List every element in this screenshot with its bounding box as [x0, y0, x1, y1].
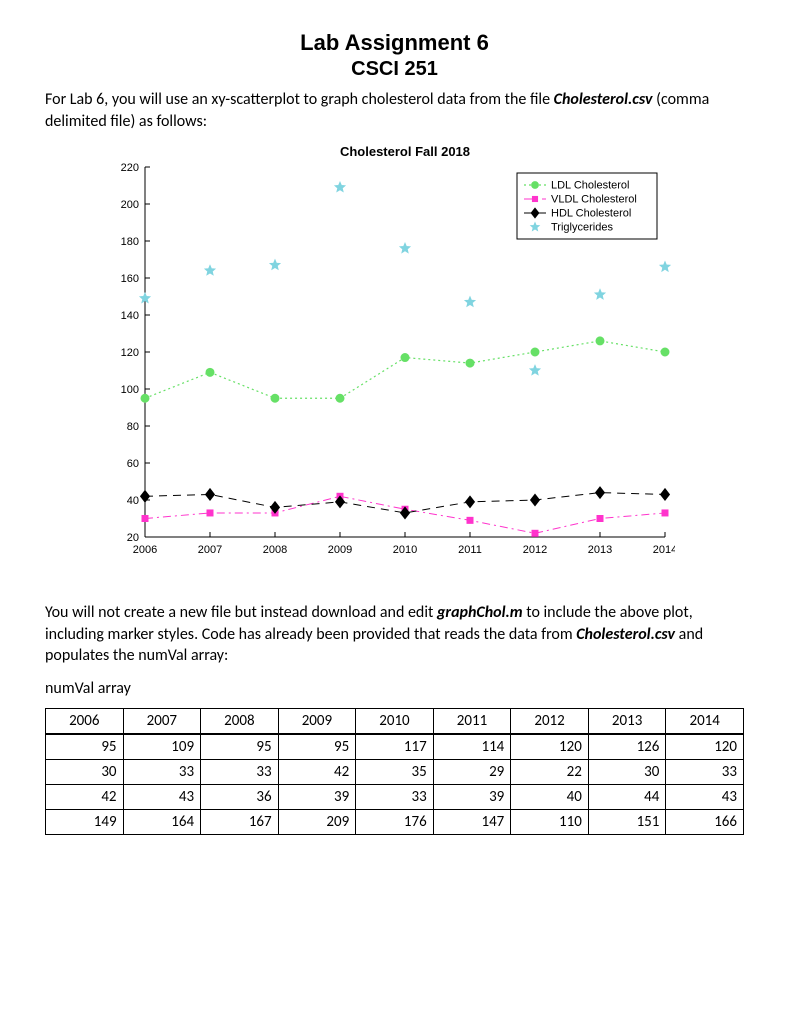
svg-text:Cholesterol Fall 2018: Cholesterol Fall 2018	[339, 144, 469, 159]
svg-text:LDL Cholesterol: LDL Cholesterol	[551, 180, 629, 192]
intro-filename: Cholesterol.csv	[554, 90, 653, 109]
table-cell: 209	[278, 809, 356, 834]
table-cell: 42	[46, 784, 124, 809]
svg-text:HDL Cholesterol: HDL Cholesterol	[551, 208, 631, 220]
table-header-cell: 2006	[46, 708, 124, 734]
table-cell: 126	[588, 734, 666, 760]
svg-text:120: 120	[120, 347, 138, 359]
table-header-cell: 2010	[356, 708, 434, 734]
svg-text:40: 40	[126, 495, 138, 507]
table-cell: 166	[666, 809, 744, 834]
table-header-cell: 2011	[433, 708, 511, 734]
table-cell: 43	[666, 784, 744, 809]
table-cell: 22	[511, 759, 589, 784]
table-cell: 44	[588, 784, 666, 809]
table-row: 424336393339404443	[46, 784, 744, 809]
svg-text:2008: 2008	[262, 544, 286, 556]
table-header-cell: 2008	[201, 708, 279, 734]
table-cell: 42	[278, 759, 356, 784]
svg-text:2007: 2007	[197, 544, 221, 556]
table-cell: 40	[511, 784, 589, 809]
table-cell: 164	[123, 809, 201, 834]
cholesterol-chart: Cholesterol Fall 2018 20 40 60 80 100 120 140 16…	[95, 142, 675, 567]
table-cell: 36	[201, 784, 279, 809]
svg-text:20: 20	[126, 532, 138, 544]
table-cell: 110	[511, 809, 589, 834]
table-cell: 147	[433, 809, 511, 834]
table-cell: 30	[46, 759, 124, 784]
table-cell: 109	[123, 734, 201, 760]
table-cell: 39	[278, 784, 356, 809]
table-cell: 39	[433, 784, 511, 809]
after-text-pre: You will not create a new file but inste…	[45, 603, 437, 622]
svg-text:2009: 2009	[327, 544, 351, 556]
table-header-cell: 2014	[666, 708, 744, 734]
table-cell: 95	[46, 734, 124, 760]
numval-label: numVal array	[45, 679, 744, 698]
page-subtitle: CSCI 251	[45, 58, 744, 81]
table-row: 149164167209176147110151166	[46, 809, 744, 834]
table-header-cell: 2009	[278, 708, 356, 734]
table-cell: 29	[433, 759, 511, 784]
svg-text:2014: 2014	[652, 544, 674, 556]
svg-text:2010: 2010	[392, 544, 416, 556]
table-cell: 149	[46, 809, 124, 834]
table-cell: 33	[666, 759, 744, 784]
table-cell: 35	[356, 759, 434, 784]
svg-text:160: 160	[120, 273, 138, 285]
table-header-cell: 2013	[588, 708, 666, 734]
table-row: 951099595117114120126120	[46, 734, 744, 760]
after-filename-1: graphChol.m	[437, 603, 523, 622]
table-cell: 30	[588, 759, 666, 784]
table-cell: 120	[666, 734, 744, 760]
table-cell: 114	[433, 734, 511, 760]
intro-paragraph: For Lab 6, you will use an xy-scatterplo…	[45, 89, 744, 132]
svg-text:60: 60	[126, 458, 138, 470]
table-header-cell: 2012	[511, 708, 589, 734]
svg-text:100: 100	[120, 384, 138, 396]
table-cell: 33	[356, 784, 434, 809]
svg-text:2006: 2006	[132, 544, 156, 556]
svg-text:140: 140	[120, 310, 138, 322]
page: Lab Assignment 6 CSCI 251 For Lab 6, you…	[0, 0, 789, 855]
after-filename-2: Cholesterol.csv	[576, 625, 675, 644]
table-row: 303333423529223033	[46, 759, 744, 784]
svg-text:2012: 2012	[522, 544, 546, 556]
table-cell: 167	[201, 809, 279, 834]
table-cell: 43	[123, 784, 201, 809]
svg-text:200: 200	[120, 199, 138, 211]
table-header-row: 200620072008200920102011201220132014	[46, 708, 744, 734]
svg-text:180: 180	[120, 236, 138, 248]
svg-text:Triglycerides: Triglycerides	[551, 222, 613, 234]
svg-text:VLDL Cholesterol: VLDL Cholesterol	[551, 194, 637, 206]
table-cell: 151	[588, 809, 666, 834]
numval-table: 200620072008200920102011201220132014 951…	[45, 708, 744, 835]
svg-text:2013: 2013	[587, 544, 611, 556]
chart-container: Cholesterol Fall 2018 20 40 60 80 100 120 140 16…	[95, 142, 695, 572]
table-cell: 176	[356, 809, 434, 834]
table-header-cell: 2007	[123, 708, 201, 734]
table-cell: 33	[123, 759, 201, 784]
svg-text:2011: 2011	[458, 544, 482, 556]
after-paragraph: You will not create a new file but inste…	[45, 602, 744, 667]
table-cell: 120	[511, 734, 589, 760]
table-cell: 117	[356, 734, 434, 760]
table-cell: 95	[278, 734, 356, 760]
svg-text:220: 220	[120, 162, 138, 174]
table-cell: 33	[201, 759, 279, 784]
page-title: Lab Assignment 6	[45, 30, 744, 56]
table-cell: 95	[201, 734, 279, 760]
intro-text-pre: For Lab 6, you will use an xy-scatterplo…	[45, 90, 554, 109]
svg-text:80: 80	[126, 421, 138, 433]
table-body: 9510995951171141201261203033334235292230…	[46, 734, 744, 835]
